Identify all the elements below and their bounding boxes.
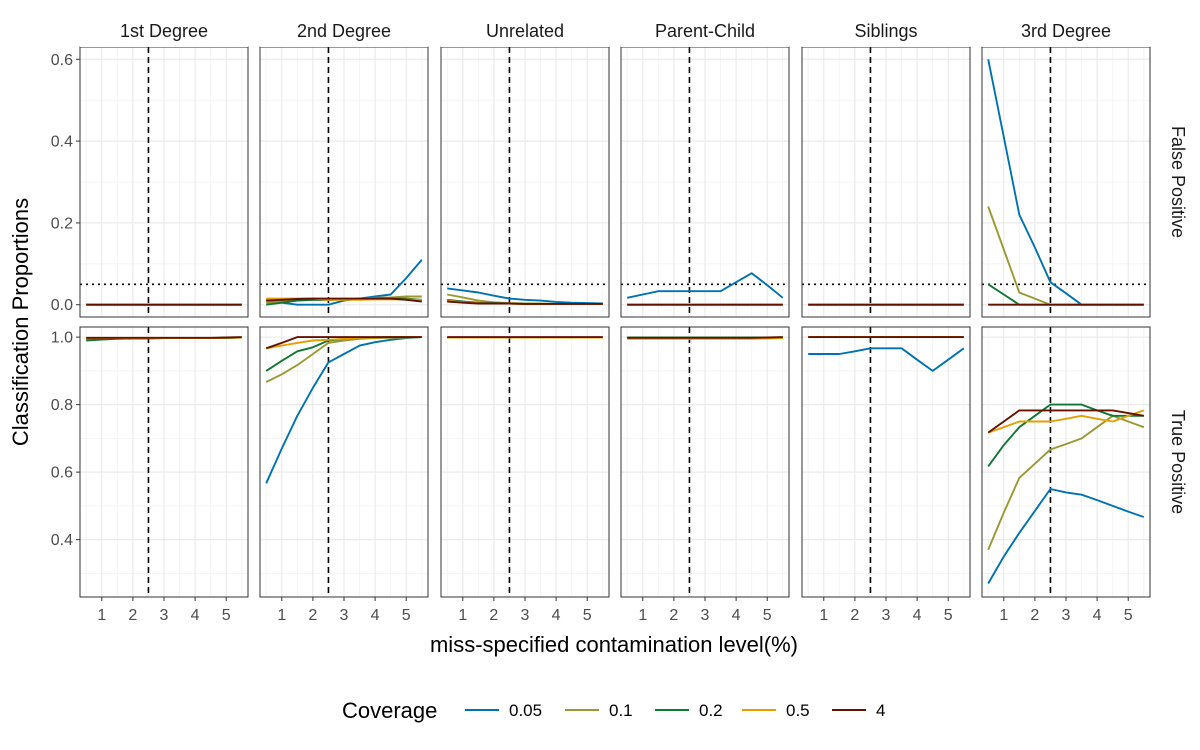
series-4-3rd-degree-true-positive <box>987 409 1144 434</box>
strip-unrelated <box>441 15 609 47</box>
strip-label-1st-degree: 1st Degree <box>120 21 208 41</box>
x-tick-label: 1 <box>458 607 467 624</box>
x-tick-label: 3 <box>340 607 349 624</box>
y-tick-label: 0.0 <box>51 297 73 314</box>
y-tick-label: 1.0 <box>51 330 73 347</box>
series-4-2nd-degree-true-positive <box>265 336 422 350</box>
x-tick-label: 1 <box>97 607 106 624</box>
series-0-05-unrelated-false-positive <box>447 287 603 305</box>
gridlines <box>80 47 1150 597</box>
legend-label-0-1: 0.1 <box>609 701 633 720</box>
row-label-true-positive: True Positive <box>1168 410 1188 514</box>
legend-label-0-2: 0.2 <box>699 701 723 720</box>
row-label-false-positive: False Positive <box>1168 126 1188 238</box>
strip-2nd-degree <box>260 15 428 47</box>
x-tick-label: 3 <box>701 607 710 624</box>
y-tick-label: 0.6 <box>51 465 73 482</box>
x-tick-label: 5 <box>944 607 953 624</box>
series-lines <box>86 59 1145 584</box>
strip-labels: 1st Degree 2nd Degree Unrelated Parent-Chil… <box>80 15 1188 514</box>
series-4-unrelated-false-positive <box>447 300 603 305</box>
strip-3rd-degree <box>982 15 1150 47</box>
y-tick-label: 0.6 <box>51 52 73 69</box>
series-0-2-3rd-degree-true-positive <box>987 403 1144 467</box>
series-4-parent-child-true-positive <box>627 336 783 339</box>
series-4-2nd-degree-false-positive <box>266 297 422 303</box>
x-tick-label: 1 <box>819 607 828 624</box>
x-tick-label: 4 <box>1093 607 1102 624</box>
x-tick-label: 1 <box>999 607 1008 624</box>
x-tick-label: 3 <box>521 607 530 624</box>
x-tick-label: 1 <box>638 607 647 624</box>
series-4-1st-degree-true-positive <box>86 336 242 339</box>
strip-label-siblings: Siblings <box>854 21 917 41</box>
x-tick-label: 4 <box>371 607 380 624</box>
legend-label-0-05: 0.05 <box>509 701 542 720</box>
x-tick-label: 5 <box>402 607 411 624</box>
strip-1st-degree <box>80 15 248 47</box>
x-tick-label: 2 <box>850 607 859 624</box>
x-tick-label: 5 <box>222 607 231 624</box>
y-tick-label: 0.4 <box>51 134 73 151</box>
x-axis-title: miss-specified contamination level(%) <box>430 632 798 657</box>
x-tick-label: 2 <box>669 607 678 624</box>
legend: Coverage 0.05 0.1 0.2 0.5 4 <box>342 698 885 723</box>
x-tick-label: 2 <box>489 607 498 624</box>
strip-label-3rd-degree: 3rd Degree <box>1021 21 1111 41</box>
series-0-05-2nd-degree-true-positive <box>265 336 422 484</box>
x-tick-label: 4 <box>552 607 561 624</box>
legend-label-4: 4 <box>876 701 885 720</box>
y-tick-label: 0.2 <box>51 215 73 232</box>
strip-parent-child <box>621 15 789 47</box>
series-0-05-parent-child-false-positive <box>627 272 784 299</box>
axes: 0.0 0.2 0.4 0.6 0.4 0.6 0.8 1.0 1 2 3 4 5 1 2 3 4 5 1 2 3 4 5 1… <box>51 52 1133 624</box>
y-tick-label: 0.8 <box>51 397 73 414</box>
x-tick-label: 5 <box>1124 607 1133 624</box>
x-tick-label: 1 <box>277 607 286 624</box>
x-tick-label: 2 <box>128 607 137 624</box>
strip-label-parent-child: Parent-Child <box>655 21 755 41</box>
x-tick-label: 3 <box>160 607 169 624</box>
x-tick-label: 4 <box>913 607 922 624</box>
strip-label-2nd-degree: 2nd Degree <box>297 21 391 41</box>
strip-label-unrelated: Unrelated <box>486 21 564 41</box>
reference-lines <box>80 47 1150 597</box>
series-0-05-siblings-true-positive <box>808 347 965 372</box>
x-tick-label: 2 <box>308 607 317 624</box>
x-tick-label: 2 <box>1030 607 1039 624</box>
x-tick-label: 5 <box>583 607 592 624</box>
x-tick-label: 4 <box>732 607 741 624</box>
y-tick-label: 0.4 <box>51 532 73 549</box>
y-axis-title: Classification Proportions <box>8 198 33 446</box>
x-tick-label: 3 <box>882 607 891 624</box>
legend-title: Coverage <box>342 698 437 723</box>
legend-label-0-5: 0.5 <box>786 701 810 720</box>
series-0-5-3rd-degree-true-positive <box>987 409 1145 434</box>
series-0-05-3rd-degree-true-positive <box>987 488 1145 584</box>
strip-siblings <box>802 15 970 47</box>
series-0-5-parent-child-true-positive <box>627 337 783 340</box>
series-0-1-3rd-degree-true-positive <box>987 414 1145 551</box>
x-tick-label: 5 <box>763 607 772 624</box>
x-tick-label: 4 <box>191 607 200 624</box>
x-tick-label: 3 <box>1062 607 1071 624</box>
